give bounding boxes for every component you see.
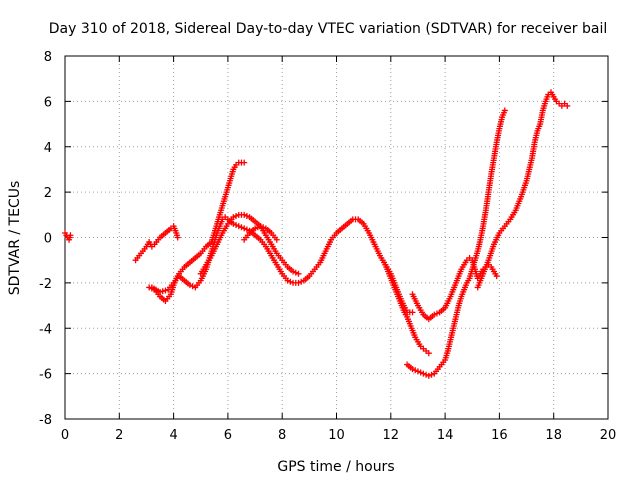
series-8 [404,107,508,379]
x-tick-label: 4 [169,428,177,443]
data-point [174,234,181,241]
data-point [412,367,419,374]
data-point [189,283,196,290]
data-point [425,372,432,379]
data-point [238,224,245,231]
y-tick-label: -2 [39,277,52,292]
data-point [417,369,424,376]
series-5 [197,211,302,277]
data-point [501,107,508,114]
y-axis-title: SDTVAR / TECUs [7,181,23,296]
x-tick-label: 16 [491,428,508,443]
data-point [159,288,166,295]
data-point [409,309,416,316]
data-point [564,102,571,109]
y-tick-label: -8 [39,413,52,428]
data-point [298,278,305,285]
y-tick-label: -4 [39,322,52,337]
data-point [493,273,500,280]
data-point [257,223,264,230]
y-tick-label: 0 [44,232,52,247]
x-tick-label: 14 [437,428,454,443]
x-tick-label: 18 [545,428,562,443]
data-point [162,287,169,294]
series-7 [382,261,432,357]
x-axis-title: GPS time / hours [277,459,394,475]
y-tick-label: 8 [44,50,52,65]
data-point [433,310,440,317]
x-tick-label: 10 [328,428,345,443]
data-point [186,282,193,289]
axis-ticks [64,55,609,420]
data-point [295,270,302,277]
data-point [292,269,299,276]
data-point [409,366,416,373]
data-point [414,368,421,375]
x-tick-label: 8 [278,428,286,443]
y-tick-labels: -8 -6 -4 -2 0 2 4 6 8 [39,50,52,428]
data-point [157,288,164,295]
y-tick-label: 6 [44,95,52,110]
data-point [284,277,291,284]
data-point [425,350,432,357]
data-point [67,232,74,239]
x-tick-label: 20 [600,428,617,443]
grid [65,56,608,419]
data-point [295,279,302,286]
x-tick-label: 0 [61,428,69,443]
data-point [260,224,267,231]
series-4 [148,214,416,316]
data-point [287,278,294,285]
x-tick-label: 12 [383,428,400,443]
data-point [233,212,240,219]
data-point [428,371,435,378]
data-point [243,212,250,219]
series-10 [474,89,571,291]
data-point [273,236,280,243]
data-point [254,224,261,231]
data-point [420,370,427,377]
y-tick-label: -6 [39,368,52,383]
data-point [241,225,248,232]
data-point [241,211,248,218]
data-point [252,225,259,232]
data-point [230,220,237,227]
x-tick-labels: 0 2 4 6 8 10 12 14 16 18 20 [61,428,616,443]
x-tick-label: 2 [115,428,123,443]
series-2 [132,223,181,264]
data-point [241,159,248,166]
data-point [230,214,237,221]
data-point [233,222,240,229]
data-point [431,311,438,318]
data-point [290,268,297,275]
chart-title: Day 310 of 2018, Sidereal Day-to-day VTE… [49,21,607,37]
y-tick-label: 2 [44,186,52,201]
series-1 [62,229,74,243]
x-tick-label: 6 [224,428,232,443]
data-point [235,223,242,230]
y-tick-label: 4 [44,141,52,156]
data-point [243,226,250,233]
data-points [62,89,571,379]
data-point [423,371,430,378]
series-6 [241,223,280,243]
